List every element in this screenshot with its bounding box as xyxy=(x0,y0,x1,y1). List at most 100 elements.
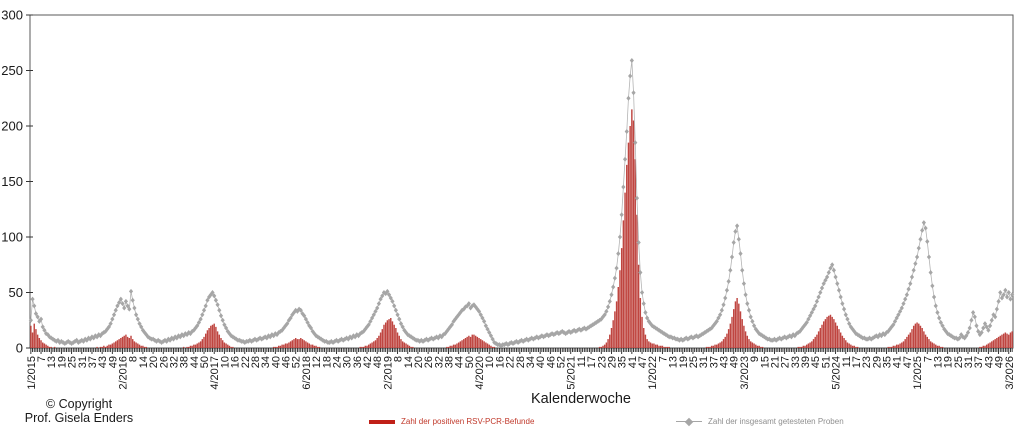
positives-legend-swatch xyxy=(369,419,395,424)
x-tick-label: 35 xyxy=(882,356,894,368)
tested-legend-diamond-icon xyxy=(684,417,694,426)
x-tick-label: 46 xyxy=(545,356,557,368)
x-tick-label: 16 xyxy=(230,356,242,368)
x-tick-label: 17 xyxy=(851,356,863,368)
y-axis-ticks xyxy=(26,14,33,349)
x-tick-label: 32 xyxy=(168,356,180,368)
x-tick-label: 11 xyxy=(576,356,588,367)
x-tick-label: 43 xyxy=(983,356,995,368)
x-tick-label: 13 xyxy=(46,356,58,368)
x-tick-label: 52 xyxy=(556,356,568,368)
x-tick-label: 37 xyxy=(973,356,985,368)
legend-item-positives: Zahl der positiven RSV-PCR-Befunde xyxy=(369,417,534,426)
y-tick-label: 100 xyxy=(1,230,23,245)
x-tick-label: 8 xyxy=(393,356,405,362)
y-tick-label: 200 xyxy=(1,119,23,134)
x-tick-label: 29 xyxy=(606,356,618,368)
x-tick-label: 41 xyxy=(627,356,639,368)
x-tick-label: 40 xyxy=(270,356,282,368)
plot-frame xyxy=(29,14,1014,349)
x-tick-label: 20 xyxy=(413,356,425,368)
x-axis-title: Kalenderwoche xyxy=(531,391,631,407)
x-tick-label: 41 xyxy=(892,356,904,368)
x-tick-label: 31 xyxy=(963,356,975,368)
x-tick-label: 35 xyxy=(617,356,629,368)
x-tick-label: 16 xyxy=(494,356,506,368)
x-tick-label: 2/2016 xyxy=(118,356,130,390)
x-tick-label: 17 xyxy=(586,356,598,368)
x-tick-label: 47 xyxy=(637,356,649,368)
x-tick-label: 5/2024 xyxy=(831,356,843,390)
x-tick-label: 1/2015 xyxy=(26,356,38,390)
x-tick-label: 13 xyxy=(932,356,944,368)
x-tick-label: 27 xyxy=(780,356,792,368)
x-tick-label: 34 xyxy=(525,356,537,368)
x-tick-label: 38 xyxy=(443,356,455,368)
x-tick-label: 46 xyxy=(281,356,293,368)
x-tick-label: 43 xyxy=(719,356,731,368)
y-tick-label: 150 xyxy=(1,174,23,189)
x-tick-label: 50 xyxy=(464,356,476,368)
x-tick-label: 49 xyxy=(994,356,1006,368)
x-tick-label: 3/2026 xyxy=(1004,356,1016,390)
x-tick-label: 12 xyxy=(311,356,323,368)
x-tick-label: 23 xyxy=(861,356,873,368)
y-tick-label: 300 xyxy=(1,8,23,23)
x-axis-week-ticks xyxy=(30,348,1013,354)
x-tick-label: 31 xyxy=(77,356,89,368)
x-tick-label: 10 xyxy=(484,356,496,368)
x-tick-label: 32 xyxy=(433,356,445,368)
x-tick-label: 2/2019 xyxy=(382,356,394,390)
x-tick-label: 43 xyxy=(97,356,109,368)
tested-samples-diamond-markers xyxy=(28,58,1015,349)
x-tick-label: 45 xyxy=(810,356,822,368)
x-tick-label: 6/2018 xyxy=(301,356,313,390)
x-tick-label: 25 xyxy=(688,356,700,368)
y-tick-label: 250 xyxy=(1,63,23,78)
x-tick-label: 19 xyxy=(56,356,68,368)
x-tick-label: 28 xyxy=(515,356,527,368)
x-tick-label: 38 xyxy=(179,356,191,368)
tested-samples-line xyxy=(30,60,1013,347)
x-tick-label: 33 xyxy=(790,356,802,368)
x-tick-label: 11 xyxy=(841,356,853,367)
x-tick-label: 20 xyxy=(148,356,160,368)
x-tick-label: 30 xyxy=(342,356,354,368)
x-tick-label: 26 xyxy=(423,356,435,368)
x-tick-label: 29 xyxy=(871,356,883,368)
x-tick-label: 39 xyxy=(800,356,812,368)
rsv-positive-bars xyxy=(30,109,1013,348)
copyright-note: © Copyright Prof. Gisela Enders xyxy=(4,397,154,426)
legend-item-tested: Zahl der insgesamt getesteten Proben xyxy=(676,417,844,426)
x-tick-label: 37 xyxy=(708,356,720,368)
x-tick-label: 49 xyxy=(729,356,741,368)
tested-legend-swatch xyxy=(676,417,702,426)
y-tick-label: 50 xyxy=(9,285,23,300)
x-tick-label: 31 xyxy=(698,356,710,368)
x-tick-label: 24 xyxy=(331,356,343,368)
x-tick-label: 51 xyxy=(820,356,832,368)
x-tick-label: 36 xyxy=(352,356,364,368)
x-tick-label: 19 xyxy=(678,356,690,368)
x-tick-label: 4/2020 xyxy=(474,356,486,390)
x-tick-label: 25 xyxy=(953,356,965,368)
x-tick-label: 13 xyxy=(668,356,680,368)
x-tick-label: 40 xyxy=(535,356,547,368)
x-tick-label: 14 xyxy=(138,356,150,368)
x-tick-label: 9 xyxy=(749,356,761,362)
x-tick-label: 3/2023 xyxy=(739,356,751,390)
x-tick-label: 25 xyxy=(67,356,79,368)
x-tick-label: 52 xyxy=(291,356,303,368)
x-tick-label: 19 xyxy=(943,356,955,368)
positives-legend-label: Zahl der positiven RSV-PCR-Befunde xyxy=(401,417,535,426)
x-tick-label: 18 xyxy=(321,356,333,368)
x-tick-label: 8 xyxy=(128,356,140,362)
x-tick-label: 7 xyxy=(657,356,669,362)
x-tick-label: 7 xyxy=(36,356,48,362)
copyright-line2: Prof. Gisela Enders xyxy=(24,410,134,425)
x-tick-label: 15 xyxy=(759,356,771,368)
x-tick-label: 50 xyxy=(199,356,211,368)
tested-legend-label: Zahl der insgesamt getesteten Proben xyxy=(708,417,844,426)
x-tick-label: 4/2017 xyxy=(209,356,221,390)
